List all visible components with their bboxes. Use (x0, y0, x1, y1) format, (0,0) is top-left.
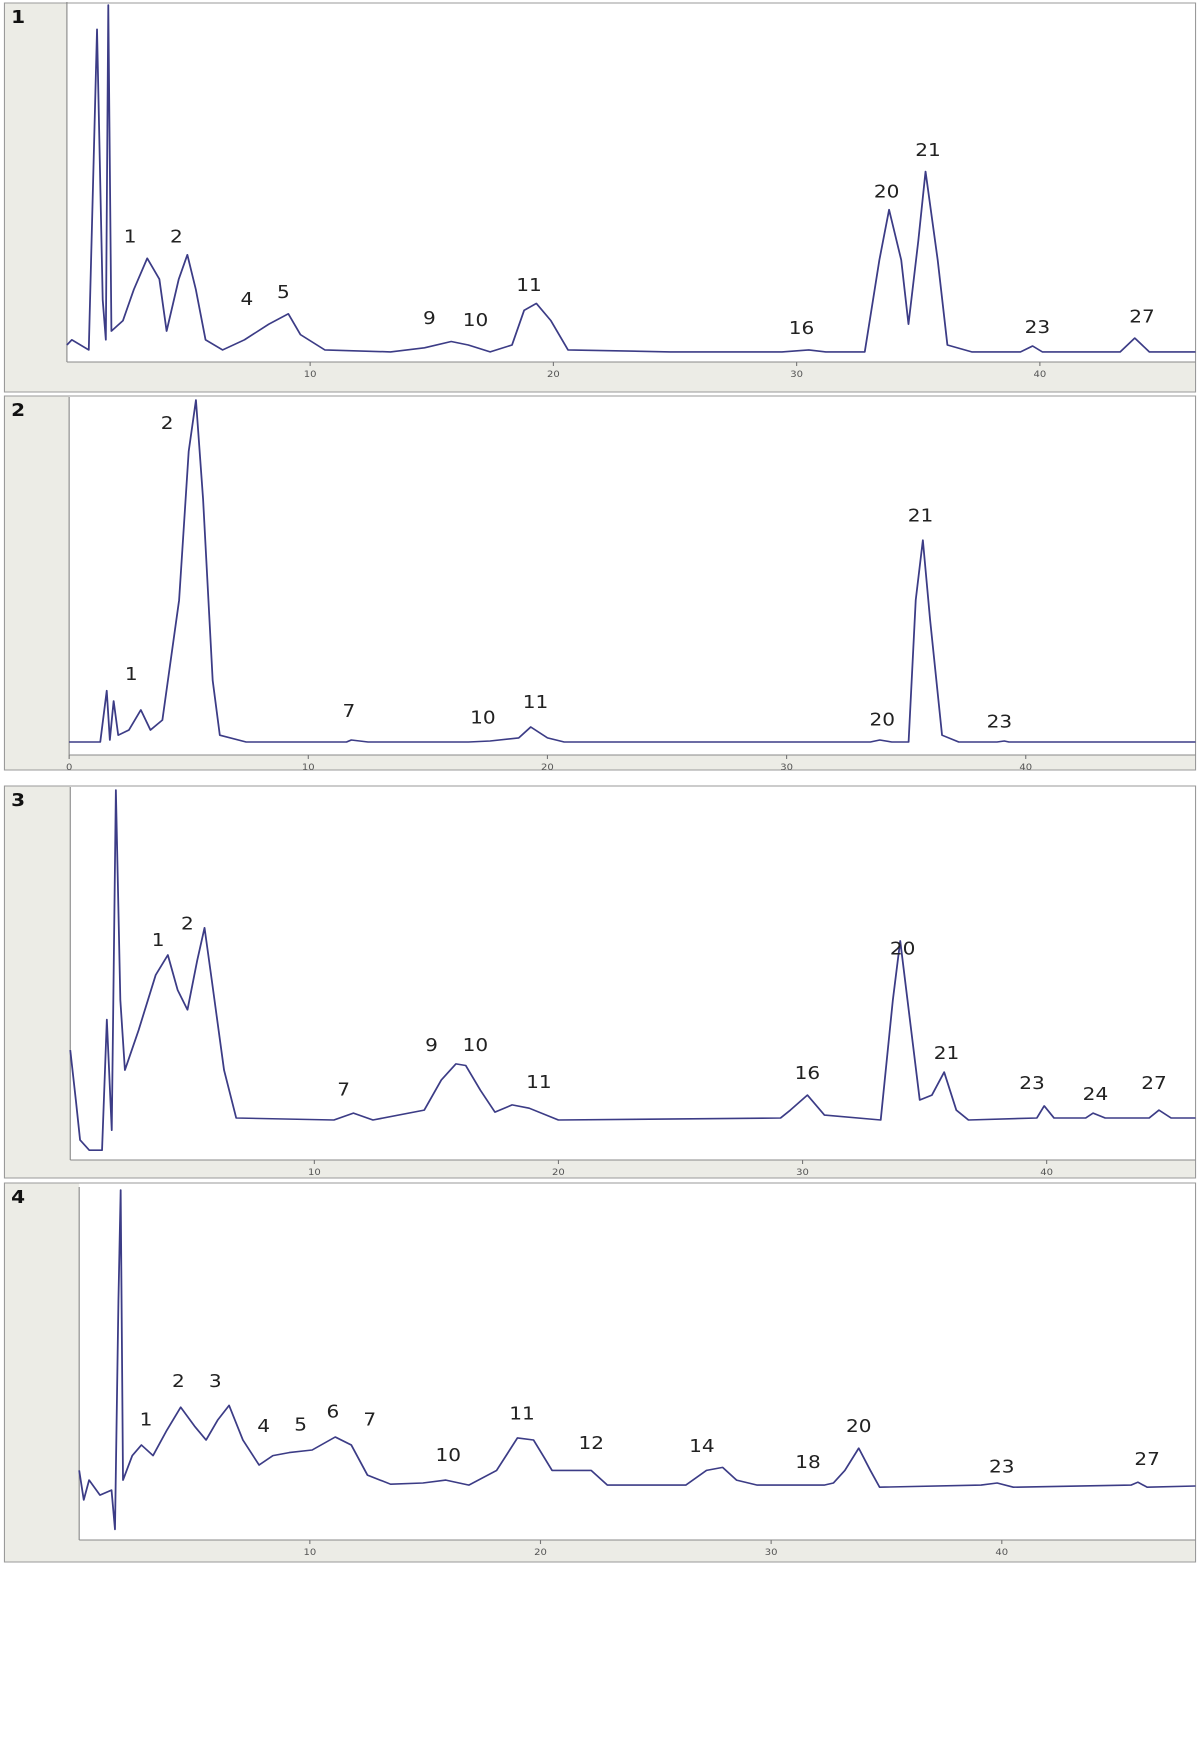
x-tick-label: 20 (534, 1547, 547, 1557)
x-axis-strip (5, 362, 1195, 392)
peak-label: 10 (435, 1445, 461, 1466)
peak-label: 2 (181, 914, 194, 935)
peak-label: 2 (172, 1371, 185, 1392)
peak-label: 16 (795, 1063, 821, 1084)
x-axis-strip (5, 1540, 1195, 1562)
peak-label: 27 (1129, 306, 1155, 327)
peak-label: 11 (526, 1072, 552, 1093)
x-tick-label: 30 (765, 1547, 778, 1557)
y-axis-strip (5, 3, 67, 363)
x-tick-label: 40 (995, 1547, 1008, 1557)
peak-label: 27 (1141, 1073, 1167, 1094)
peak-label: 23 (1019, 1073, 1045, 1094)
peak-label: 7 (343, 701, 356, 722)
peak-label: 18 (795, 1452, 821, 1473)
x-tick-label: 20 (547, 369, 560, 379)
peak-label: 6 (327, 1401, 340, 1422)
x-tick-label: 10 (304, 369, 317, 379)
x-tick-label: 40 (1040, 1167, 1053, 1177)
panel-label: 1 (11, 7, 25, 28)
trace (78, 1189, 1196, 1531)
peak-label: 2 (161, 413, 174, 434)
peak-label: 1 (140, 1409, 153, 1430)
x-tick-label: 0 (66, 762, 72, 772)
panel-frame (3, 395, 1197, 771)
peak-label: 14 (689, 1436, 715, 1457)
peak-label: 4 (257, 1416, 270, 1437)
peak-label: 2 (170, 227, 183, 248)
panel-label: 2 (11, 400, 25, 421)
peak-label: 11 (509, 1403, 535, 1424)
panel-label: 4 (11, 1187, 25, 1208)
peak-label: 21 (908, 505, 934, 526)
y-axis-strip (5, 786, 71, 1161)
trace (69, 789, 1196, 1151)
panel-label: 3 (11, 790, 25, 811)
peak-label: 27 (1134, 1449, 1160, 1470)
x-tick-label: 10 (308, 1167, 321, 1177)
peak-label: 23 (987, 711, 1013, 732)
panel-frame (3, 2, 1197, 393)
peak-label: 5 (277, 282, 290, 303)
peak-label: 20 (890, 938, 916, 959)
x-tick-label: 30 (780, 762, 793, 772)
x-tick-label: 20 (552, 1167, 565, 1177)
peak-label: 11 (523, 692, 549, 713)
peak-label: 10 (463, 1035, 489, 1056)
peak-label: 10 (463, 310, 489, 331)
x-tick-label: 20 (541, 762, 554, 772)
peak-label: 20 (846, 1416, 872, 1437)
trace (66, 4, 1196, 353)
peak-label: 24 (1083, 1084, 1109, 1105)
peak-label: 12 (578, 1433, 604, 1454)
peak-label: 9 (425, 1035, 438, 1056)
x-axis-strip (5, 755, 1195, 770)
x-tick-label: 10 (302, 762, 315, 772)
peak-label: 3 (209, 1371, 222, 1392)
peak-label: 23 (1025, 317, 1051, 338)
x-tick-label: 40 (1019, 762, 1032, 772)
peak-label: 5 (294, 1414, 307, 1435)
trace (69, 399, 1196, 743)
peak-label: 23 (989, 1457, 1015, 1478)
x-tick-label: 40 (1033, 369, 1046, 379)
x-axis-strip (5, 1160, 1195, 1178)
peak-label: 1 (125, 664, 138, 685)
x-tick-label: 10 (303, 1547, 316, 1557)
y-axis-strip (5, 396, 70, 756)
peak-label: 21 (915, 140, 941, 161)
peak-label: 20 (869, 709, 895, 730)
peak-label: 7 (337, 1079, 350, 1100)
y-axis-strip (5, 1183, 80, 1541)
x-tick-label: 30 (796, 1167, 809, 1177)
panel-frame (3, 1182, 1197, 1563)
peak-label: 20 (874, 181, 900, 202)
peak-label: 16 (789, 318, 815, 339)
x-tick-label: 30 (790, 369, 803, 379)
peak-label: 10 (470, 707, 496, 728)
peak-label: 21 (934, 1043, 960, 1064)
peak-label: 4 (241, 289, 254, 310)
peak-label: 9 (423, 308, 436, 329)
panel-frame (3, 785, 1197, 1179)
peak-label: 7 (363, 1409, 376, 1430)
peak-label: 11 (516, 275, 542, 296)
peak-label: 1 (152, 930, 165, 951)
peak-label: 1 (124, 227, 137, 248)
